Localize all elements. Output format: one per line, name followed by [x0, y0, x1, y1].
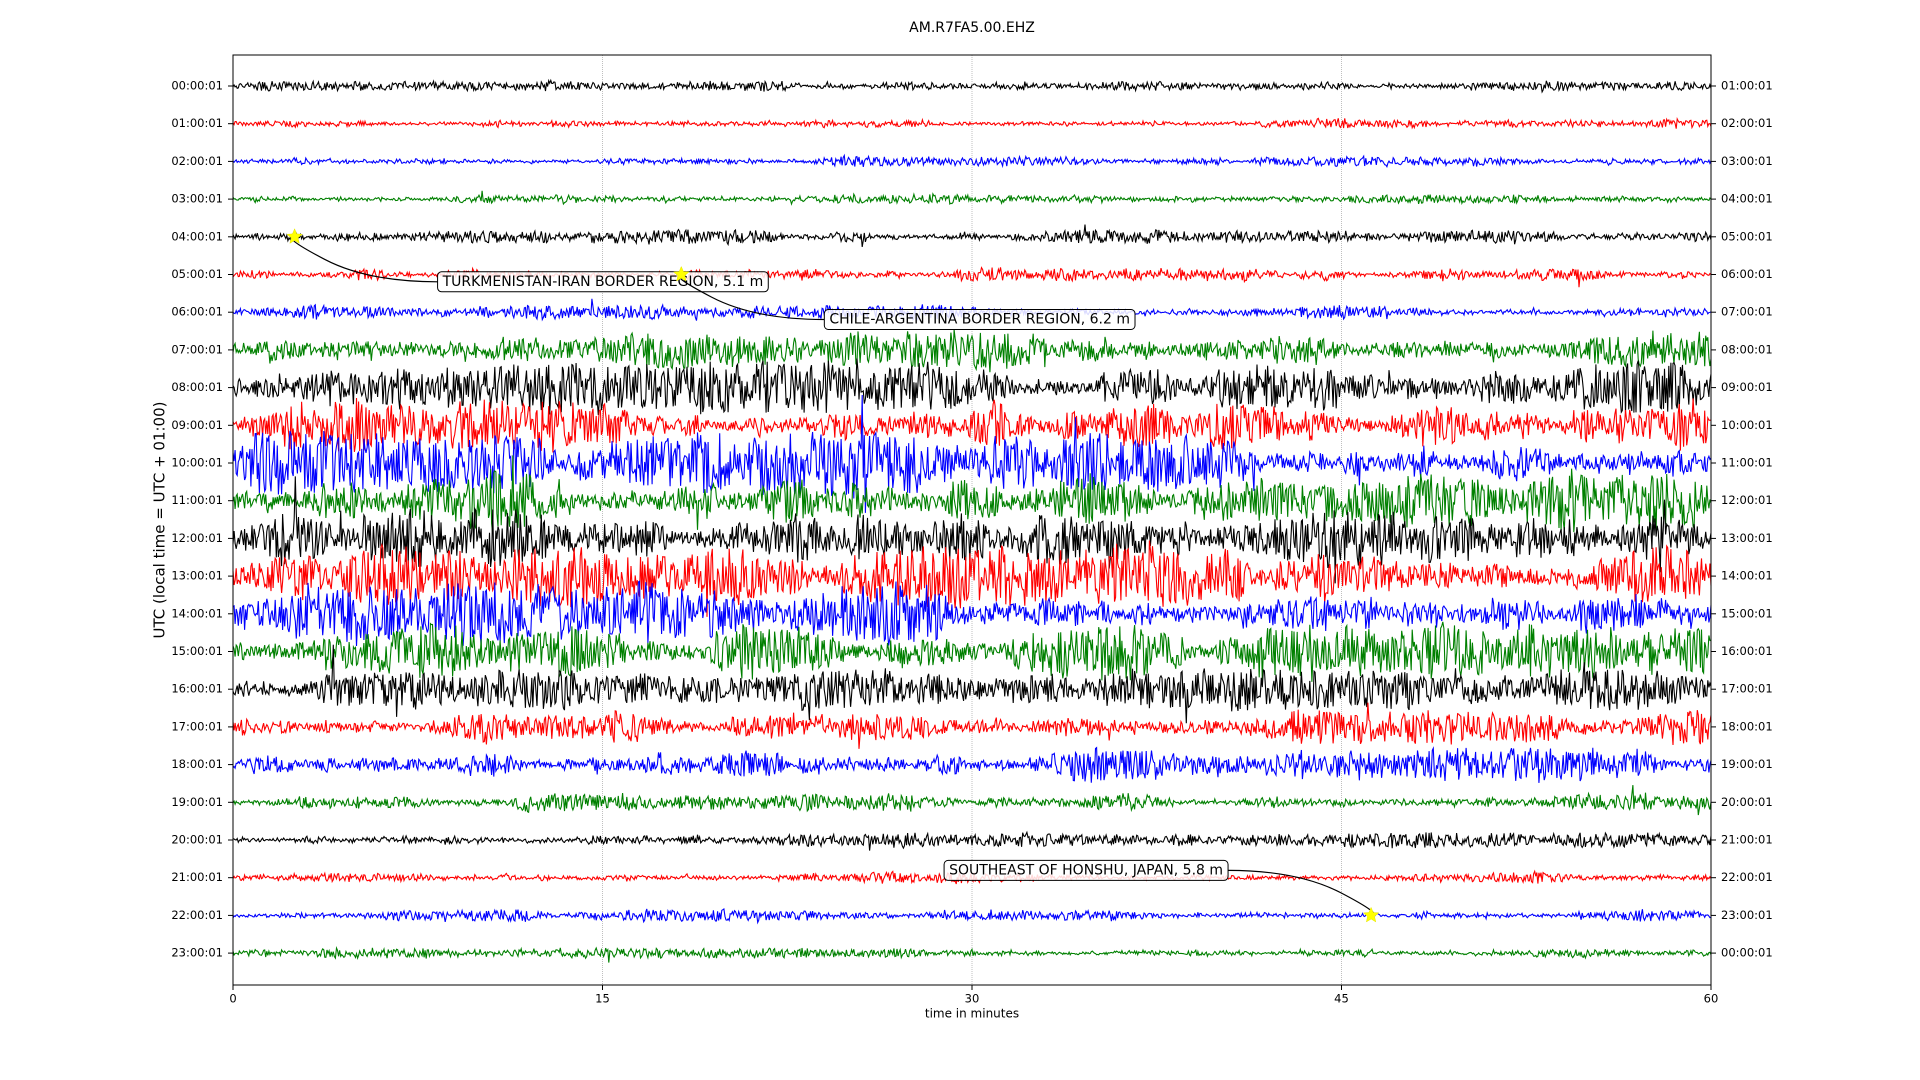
- y-tick-label: 23:00:01: [171, 946, 223, 960]
- y-tick-label: 21:00:01: [171, 870, 223, 884]
- trace: [232, 329, 1712, 373]
- y2-tick-label: 14:00:01: [1721, 569, 1773, 583]
- y-tick-label: 12:00:01: [171, 531, 223, 545]
- y2-tick-label: 00:00:01: [1721, 946, 1773, 960]
- y-tick-label: 22:00:01: [171, 908, 223, 922]
- y2-tick-label: 08:00:01: [1721, 342, 1773, 356]
- y2-tick-label: 03:00:01: [1721, 154, 1773, 168]
- x-tick-label: 45: [1334, 992, 1349, 1006]
- y2-tick-label: 06:00:01: [1721, 267, 1773, 281]
- trace: [232, 153, 1712, 169]
- event-marker: [673, 265, 690, 282]
- trace: [232, 190, 1712, 206]
- y-tick-label: 02:00:01: [171, 154, 223, 168]
- trace: [232, 116, 1712, 130]
- y-tick-label: 08:00:01: [171, 380, 223, 394]
- trace: [232, 621, 1712, 682]
- event-marker: [286, 228, 303, 244]
- y2-tick-label: 13:00:01: [1721, 531, 1773, 545]
- event-label: CHILE-ARGENTINA BORDER REGION, 6.2 m: [829, 312, 1130, 328]
- y-tick-label: 16:00:01: [171, 682, 223, 696]
- y2-tick-label: 23:00:01: [1721, 908, 1773, 922]
- y-tick-label: 04:00:01: [171, 229, 223, 243]
- y2-tick-label: 19:00:01: [1721, 757, 1773, 771]
- event-marker: [1362, 906, 1380, 923]
- event-label-box: [437, 271, 769, 293]
- y2-tick-label: 17:00:01: [1721, 682, 1773, 696]
- trace: [232, 746, 1712, 783]
- event-label-box: [823, 309, 1136, 330]
- y2-tick-label: 18:00:01: [1721, 719, 1773, 733]
- trace: [232, 298, 1712, 322]
- y-tick-label: 14:00:01: [171, 606, 223, 620]
- event-label: SOUTHEAST OF HONSHU, JAPAN, 5.8 m: [949, 862, 1223, 878]
- event-label: TURKMENISTAN-IRAN BORDER REGION, 5.1 m: [442, 274, 764, 290]
- y2-tick-label: 10:00:01: [1721, 418, 1773, 432]
- trace: [232, 394, 1712, 513]
- event-annotation: TURKMENISTAN-IRAN BORDER REGION, 5.1 m: [290, 236, 769, 293]
- event-label-box: [943, 859, 1229, 881]
- y2-tick-label: 12:00:01: [1721, 493, 1773, 507]
- trace: [232, 580, 1712, 647]
- x-tick-label: 0: [229, 992, 236, 1006]
- y-tick-label: 03:00:01: [171, 192, 223, 206]
- y-tick-label: 01:00:01: [171, 116, 223, 130]
- trace: [232, 540, 1712, 617]
- y2-tick-label: 20:00:01: [1721, 795, 1773, 809]
- y-tick-label: 13:00:01: [171, 569, 223, 583]
- chart-title: AM.R7FA5.00.EHZ: [909, 20, 1035, 36]
- y2-tick-label: 11:00:01: [1721, 456, 1773, 470]
- trace: [232, 702, 1712, 749]
- y2-tick-label: 02:00:01: [1721, 116, 1773, 130]
- y2-tick-label: 01:00:01: [1721, 79, 1773, 93]
- y2-tick-label: 22:00:01: [1721, 870, 1773, 884]
- x-tick-label: 60: [1704, 992, 1719, 1006]
- event-annotation: CHILE-ARGENTINA BORDER REGION, 6.2 m: [677, 273, 1136, 330]
- event-annotation: SOUTHEAST OF HONSHU, JAPAN, 5.8 m: [943, 859, 1375, 916]
- y-tick-label: 18:00:01: [171, 757, 223, 771]
- y2-tick-label: 21:00:01: [1721, 833, 1773, 847]
- y-tick-label: 10:00:01: [171, 456, 223, 470]
- plot-frame: [232, 54, 1712, 986]
- y2-tick-label: 05:00:01: [1721, 229, 1773, 243]
- trace: [232, 78, 1712, 94]
- y-tick-label: 19:00:01: [171, 795, 223, 809]
- trace: [232, 946, 1712, 963]
- x-tick-label: 15: [595, 992, 610, 1006]
- x-axis-label: time in minutes: [925, 1007, 1019, 1021]
- trace: [232, 830, 1712, 851]
- y-tick-label: 15:00:01: [171, 644, 223, 658]
- trace: [232, 476, 1712, 584]
- trace: [232, 908, 1712, 925]
- y-tick-label: 20:00:01: [171, 833, 223, 847]
- y-tick-label: 05:00:01: [171, 267, 223, 281]
- trace: [232, 455, 1712, 535]
- y-tick-label: 07:00:01: [171, 342, 223, 356]
- y-tick-label: 09:00:01: [171, 418, 223, 432]
- x-tick-label: 30: [965, 992, 980, 1006]
- trace: [232, 644, 1712, 724]
- y2-tick-label: 16:00:01: [1721, 644, 1773, 658]
- y-tick-label: 06:00:01: [171, 305, 223, 319]
- trace: [232, 785, 1712, 816]
- y2-tick-label: 07:00:01: [1721, 305, 1773, 319]
- y-axis-label: UTC (local time = UTC + 01:00): [151, 402, 169, 639]
- y2-tick-label: 09:00:01: [1721, 380, 1773, 394]
- y2-tick-label: 04:00:01: [1721, 192, 1773, 206]
- y-tick-label: 00:00:01: [171, 79, 223, 93]
- y-tick-label: 11:00:01: [171, 493, 223, 507]
- y-tick-label: 17:00:01: [171, 719, 223, 733]
- trace: [232, 358, 1712, 415]
- y2-tick-label: 15:00:01: [1721, 606, 1773, 620]
- trace: [232, 397, 1712, 453]
- trace: [232, 224, 1712, 247]
